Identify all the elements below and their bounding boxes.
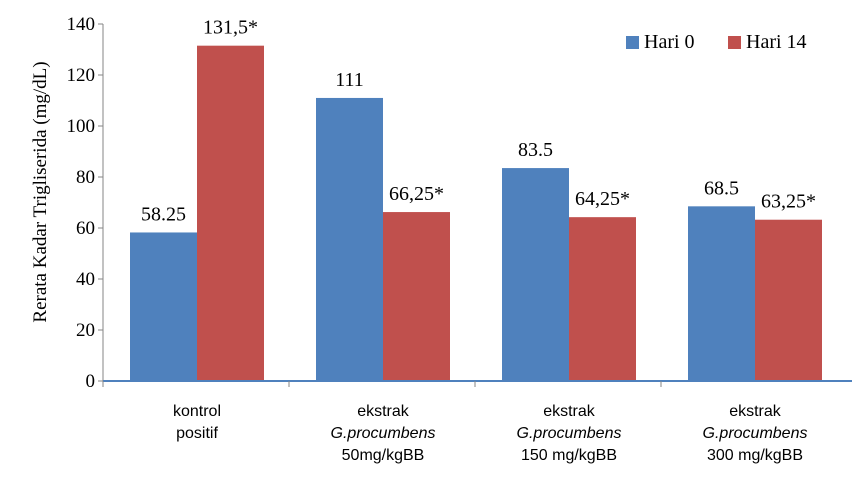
x-category-label: ekstrak G.procumbens 150 mg/kgBB <box>517 403 622 464</box>
y-axis: 0 20 40 60 80 100 120 140 <box>67 14 104 392</box>
y-tick-label: 0 <box>86 371 96 392</box>
y-tick-label: 140 <box>67 14 96 35</box>
x-category-label: ekstrak G.procumbens 50mg/kgBB <box>331 403 436 464</box>
y-tick-label: 40 <box>76 269 95 290</box>
legend: Hari 0 Hari 14 <box>626 31 807 53</box>
data-label: 68.5 <box>704 177 739 199</box>
data-labels: 58.25 111 83.5 68.5 131,5* 66,25* 64,25* 63,25* <box>141 17 816 226</box>
bar-hari-14 <box>197 45 264 382</box>
y-axis-label: Rerata Kadar Trigliserida (mg/dL) <box>30 61 51 322</box>
bar-hari-14 <box>383 212 450 381</box>
legend-entry: Hari 0 <box>644 31 695 53</box>
y-tick-label: 80 <box>76 167 95 188</box>
legend-entry: Hari 14 <box>746 31 807 53</box>
bar-hari-0 <box>130 232 197 381</box>
data-label: 83.5 <box>518 139 553 161</box>
data-label: 131,5* <box>203 17 258 39</box>
data-label: 111 <box>335 69 364 91</box>
bar-hari-14 <box>755 219 822 381</box>
data-label: 66,25* <box>389 183 444 205</box>
data-label: 63,25* <box>761 191 816 213</box>
bar-hari-0 <box>502 168 569 381</box>
data-label: 64,25* <box>575 188 630 210</box>
x-category-label: ekstrak G.procumbens 300 mg/kgBB <box>703 403 808 464</box>
y-tick-label: 100 <box>67 116 96 137</box>
bar-hari-0 <box>316 97 383 381</box>
legend-swatch <box>626 36 639 49</box>
data-label: 58.25 <box>141 203 186 225</box>
y-tick-label: 120 <box>67 65 96 86</box>
bar-hari-14 <box>569 217 636 381</box>
x-category-label: kontrol positif <box>173 403 221 442</box>
x-axis: kontrol positif ekstrak G.procumbens 50mg/kg… <box>102 380 852 464</box>
y-tick-label: 20 <box>76 320 95 341</box>
legend-swatch <box>728 36 741 49</box>
bar-hari-0 <box>688 206 755 381</box>
y-tick-label: 60 <box>76 218 95 239</box>
bars <box>130 45 822 382</box>
